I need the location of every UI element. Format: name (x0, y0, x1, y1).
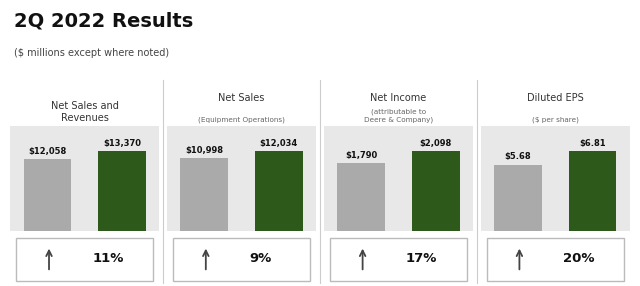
Bar (255, 151, 303, 231)
Bar (180, 158, 228, 231)
Text: 11%: 11% (92, 253, 124, 265)
Text: (attributable to
Deere & Company): (attributable to Deere & Company) (364, 109, 433, 123)
Text: $5.68: $5.68 (504, 152, 531, 161)
Text: (Equipment Operations): (Equipment Operations) (198, 116, 285, 123)
Bar (568, 151, 616, 231)
Bar (412, 151, 460, 231)
Text: $2,098: $2,098 (420, 139, 452, 148)
Text: 2Q 2022: 2Q 2022 (262, 239, 296, 249)
Text: $12,058: $12,058 (28, 147, 67, 156)
Text: 20%: 20% (563, 253, 594, 265)
Text: 2Q 2022: 2Q 2022 (419, 239, 453, 249)
Text: $10,998: $10,998 (186, 146, 223, 155)
Text: 17%: 17% (406, 253, 437, 265)
Text: 2Q 2021: 2Q 2021 (187, 239, 221, 249)
Text: Net Income: Net Income (371, 93, 426, 103)
Text: Net Sales: Net Sales (218, 93, 265, 103)
Text: Net Sales and
Revenues: Net Sales and Revenues (51, 101, 119, 123)
Text: 2Q 2022: 2Q 2022 (575, 239, 610, 249)
FancyBboxPatch shape (16, 238, 154, 281)
Text: $1,790: $1,790 (345, 151, 377, 160)
Text: 2Q 2021: 2Q 2021 (30, 239, 65, 249)
Text: ($ per share): ($ per share) (532, 116, 579, 123)
Bar (494, 164, 542, 231)
Text: 9%: 9% (249, 253, 271, 265)
Text: Diluted EPS: Diluted EPS (527, 93, 584, 103)
Text: $12,034: $12,034 (260, 139, 298, 148)
Text: $13,370: $13,370 (103, 139, 141, 148)
Text: 2Q 2022: 2Q 2022 (105, 239, 140, 249)
Bar (24, 159, 72, 231)
Text: 2Q 2021: 2Q 2021 (500, 239, 535, 249)
Text: 2Q 2022 Results: 2Q 2022 Results (14, 11, 193, 31)
Text: $6.81: $6.81 (579, 139, 606, 148)
Text: ($ millions except where noted): ($ millions except where noted) (14, 48, 169, 58)
FancyBboxPatch shape (330, 238, 467, 281)
FancyBboxPatch shape (173, 238, 310, 281)
FancyBboxPatch shape (486, 238, 624, 281)
Text: 2Q 2021: 2Q 2021 (344, 239, 378, 249)
Bar (337, 163, 385, 231)
Bar (98, 151, 146, 231)
